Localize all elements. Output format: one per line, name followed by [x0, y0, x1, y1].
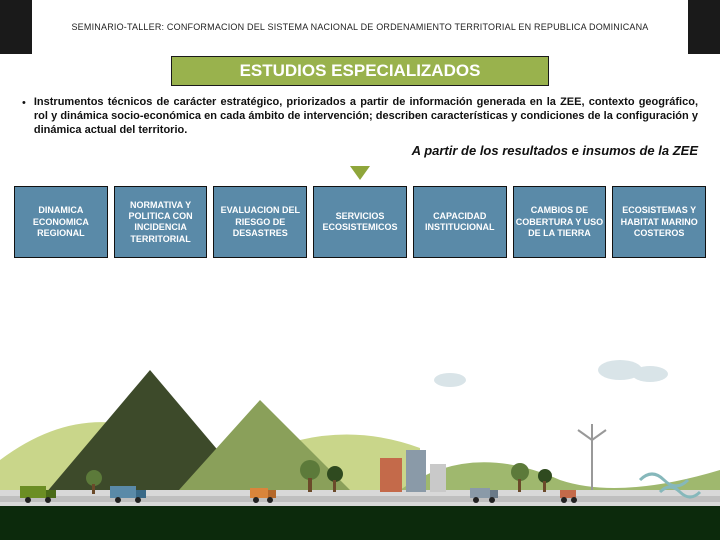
box-ecosistemas-marino: ECOSISTEMAS Y HABITAT MARINO COSTEROS	[612, 186, 706, 258]
footer-bar	[0, 506, 720, 540]
box-dinamica-economica: DINAMICA ECONOMICA REGIONAL	[14, 186, 108, 258]
box-evaluacion-riesgo: EVALUACION DEL RIESGO DE DESASTRES	[213, 186, 307, 258]
subline: A partir de los resultados e insumos de …	[0, 139, 720, 166]
arrow-row	[0, 166, 720, 184]
body-paragraph-row: • Instrumentos técnicos de carácter estr…	[0, 92, 720, 139]
body-paragraph: Instrumentos técnicos de carácter estrat…	[34, 96, 698, 137]
box-capacidad-institucional: CAPACIDAD INSTITUCIONAL	[413, 186, 507, 258]
boxes-row: DINAMICA ECONOMICA REGIONAL NORMATIVA Y …	[0, 184, 720, 258]
header-left-block	[0, 0, 32, 54]
header-right-block	[688, 0, 720, 54]
section-banner: ESTUDIOS ESPECIALIZADOS	[171, 56, 550, 86]
header-title: SEMINARIO-TALLER: CONFORMACION DEL SISTE…	[32, 22, 688, 32]
header-bar: SEMINARIO-TALLER: CONFORMACION DEL SISTE…	[0, 0, 720, 54]
bullet-dot: •	[22, 96, 34, 137]
down-arrow-icon	[350, 166, 370, 180]
banner-wrap: ESTUDIOS ESPECIALIZADOS	[0, 54, 720, 92]
box-servicios-ecosistemicos: SERVICIOS ECOSISTEMICOS	[313, 186, 407, 258]
box-normativa-politica: NORMATIVA Y POLITICA CON INCIDENCIA TERR…	[114, 186, 208, 258]
box-cambios-cobertura: CAMBIOS DE COBERTURA Y USO DE LA TIERRA	[513, 186, 607, 258]
